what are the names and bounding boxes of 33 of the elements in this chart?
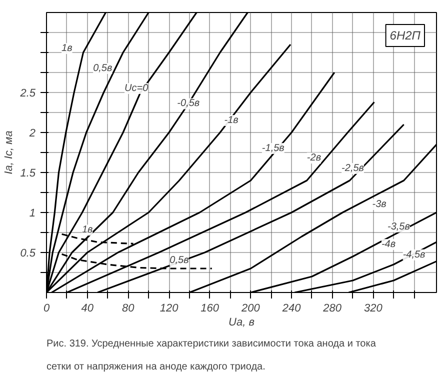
x-axis-title: Ua, в: [228, 316, 255, 328]
y-tick-label: 1.5: [20, 168, 36, 180]
annotation: 1в: [82, 224, 93, 236]
line-series: [50, 72, 336, 292]
annotation: 0,5в: [93, 63, 112, 74]
x-tick-label: 240: [281, 302, 302, 314]
x-tick-label: 320: [364, 302, 384, 314]
text: Рис. 319. Усредненные характеристики зависимости тока анода и тока сетки от напряжения на аноде каждого триода.: [46, 338, 376, 372]
annotation: -1,5в: [262, 143, 284, 154]
line-series: [61, 233, 134, 244]
annotation: 1в: [62, 43, 72, 54]
y-axis-title: Ia, Ic, ма: [3, 130, 16, 174]
annotation: -1в: [224, 115, 238, 126]
annotation: -2,5в: [342, 163, 364, 174]
annotation: 0,5в: [170, 255, 189, 266]
x-tick-label: 120: [160, 302, 180, 314]
y-tick-label: 2: [28, 128, 36, 140]
annotation: Uc=0: [124, 83, 149, 94]
annotation: -4в: [381, 239, 396, 250]
annotation: 6Н2П: [390, 28, 421, 42]
x-tick-label: 80: [122, 302, 136, 314]
x-tick-label: 0: [43, 302, 50, 314]
annotation: -4,5в: [402, 249, 426, 260]
annotation: -3в: [372, 199, 386, 210]
x-tick-label: 160: [200, 302, 220, 314]
y-tick-label: 2.5: [19, 88, 36, 100]
annotation: -3,5в: [388, 221, 410, 232]
x-tick-label: 280: [322, 302, 342, 314]
x-tick-label: 200: [240, 302, 261, 314]
x-tick-label: 40: [81, 302, 94, 314]
annotation: -2в: [306, 152, 322, 164]
y-tick-label: 0.5: [20, 248, 36, 260]
y-tick-label: 1: [29, 208, 36, 220]
